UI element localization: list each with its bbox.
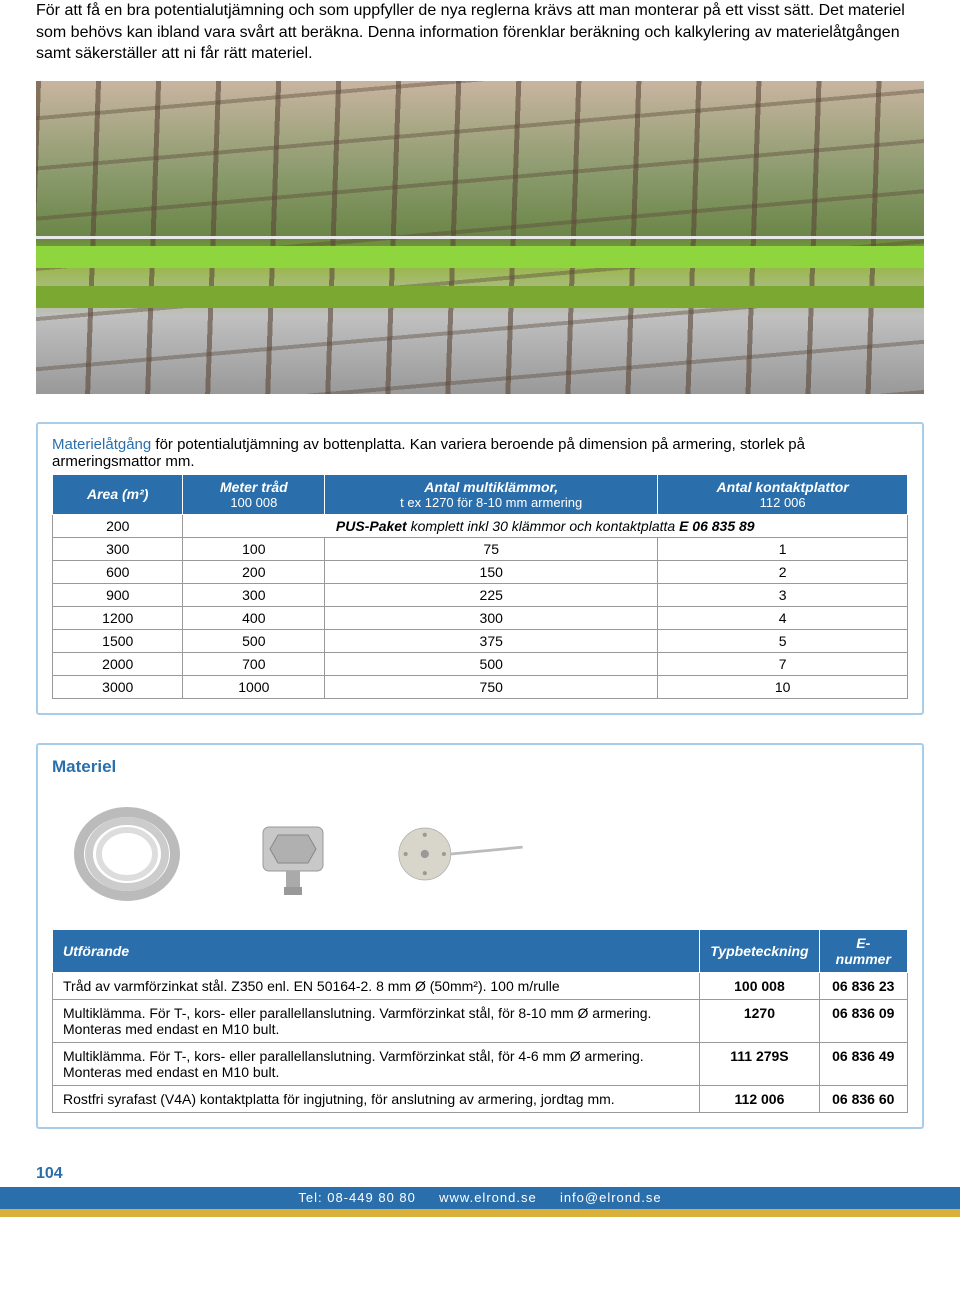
th-kontakt: Antal kontaktplattor 112 006	[658, 474, 908, 514]
card-title-highlight: Materielåtgång	[52, 436, 151, 453]
table-row: 6002001502	[53, 560, 908, 583]
footer-tel: Tel: 08-449 80 80	[298, 1190, 415, 1205]
table-row: 9003002253	[53, 583, 908, 606]
materiel-card: Materiel	[36, 743, 924, 1129]
th-meter: Meter tråd 100 008	[183, 474, 325, 514]
page-number: 104	[0, 1165, 960, 1183]
table-row: Tråd av varmförzinkat stål. Z350 enl. EN…	[53, 972, 908, 999]
product-wire-coil	[62, 799, 192, 909]
table-row: Multiklämma. För T-, kors- eller paralle…	[53, 999, 908, 1042]
th-enummer: E-nummer	[819, 929, 907, 972]
product-clamp	[228, 799, 358, 909]
table-row: 12004003004	[53, 606, 908, 629]
th-typ: Typbeteckning	[700, 929, 819, 972]
material-usage-card: Materielåtgång för potentialutjämning av…	[36, 422, 924, 715]
product-image-row	[52, 789, 908, 929]
materiel-heading: Materiel	[52, 757, 908, 777]
materiel-table: Utförande Typbeteckning E-nummer Tråd av…	[52, 929, 908, 1113]
intro-paragraph: För att få en bra potentialutjämning och…	[36, 0, 924, 65]
material-usage-table: Area (m²) Meter tråd 100 008 Antal multi…	[52, 474, 908, 699]
page-footer: 104 Tel: 08-449 80 80 www.elrond.se info…	[0, 1165, 960, 1225]
card-title: Materielåtgång för potentialutjämning av…	[52, 436, 908, 470]
th-utforande: Utförande	[53, 929, 700, 972]
th-area: Area (m²)	[53, 474, 183, 514]
footer-accent-bar	[0, 1209, 960, 1217]
table-row: 15005003755	[53, 629, 908, 652]
table-row: 3000100075010	[53, 675, 908, 698]
footer-email: info@elrond.se	[560, 1190, 662, 1205]
footer-web: www.elrond.se	[439, 1190, 537, 1205]
product-contact-plate	[394, 799, 524, 909]
th-multi: Antal multiklämmor, t ex 1270 för 8-10 m…	[325, 474, 658, 514]
card-title-rest: för potentialutjämning av bottenplatta. …	[52, 436, 805, 470]
footer-contact-bar: Tel: 08-449 80 80 www.elrond.se info@elr…	[0, 1187, 960, 1209]
hero-photo	[36, 81, 924, 394]
table-row: 200 PUS-Paket komplett inkl 30 klämmor o…	[53, 514, 908, 537]
table-row: Multiklämma. För T-, kors- eller paralle…	[53, 1042, 908, 1085]
table-row: 300100751	[53, 537, 908, 560]
table-row: Rostfri syrafast (V4A) kontaktplatta för…	[53, 1085, 908, 1112]
table-row: 20007005007	[53, 652, 908, 675]
